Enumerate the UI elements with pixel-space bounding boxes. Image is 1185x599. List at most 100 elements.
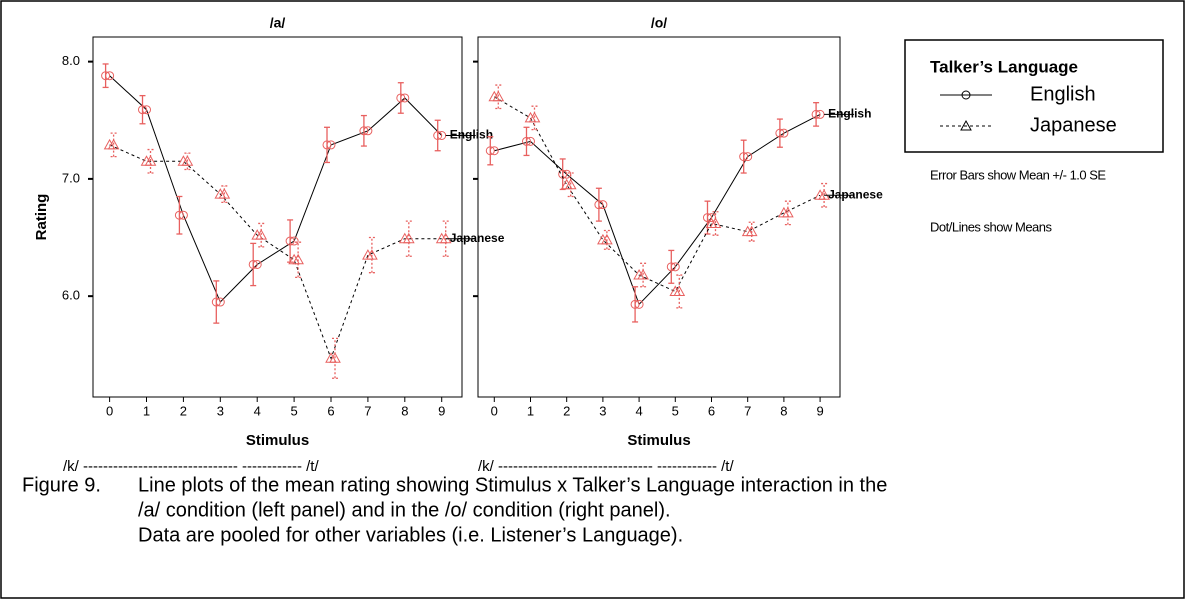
point <box>398 232 411 244</box>
error-bar <box>567 172 574 198</box>
series-end-label: Japanese <box>828 187 883 201</box>
point <box>285 236 295 246</box>
legend-label: Japanese <box>1030 114 1117 136</box>
point <box>778 206 790 218</box>
point <box>289 236 299 246</box>
note: Dot/Lines show Means <box>930 219 1053 234</box>
error-bar <box>147 148 154 174</box>
x-tick-label: 3 <box>217 403 224 418</box>
panel-title: /o/ <box>651 15 667 31</box>
legend-label: English <box>1030 83 1096 105</box>
point <box>359 126 369 136</box>
point <box>322 140 332 150</box>
error-bar <box>110 132 117 158</box>
point <box>489 146 499 156</box>
error-bar <box>784 200 791 226</box>
point <box>485 146 495 156</box>
x-tick-label: 4 <box>254 403 261 418</box>
legend-marker <box>961 90 971 100</box>
x-tick-label: 6 <box>708 403 715 418</box>
series-end-label: Japanese <box>450 231 505 245</box>
y-tick-label: 6.0 <box>62 288 80 303</box>
x-tick-label: 7 <box>744 403 751 418</box>
x-axis-label: Stimulus <box>627 432 690 449</box>
point <box>138 105 148 115</box>
x-tick-label: 7 <box>364 403 371 418</box>
error-bar <box>640 262 647 288</box>
x-tick-label: 1 <box>143 403 150 418</box>
error-bar <box>603 229 610 250</box>
point <box>211 297 221 307</box>
point <box>325 352 337 363</box>
x-tick-label: 3 <box>599 403 606 418</box>
legend-box <box>904 39 1164 153</box>
plot-area <box>92 36 463 398</box>
point <box>142 105 152 115</box>
point <box>105 71 115 81</box>
error-bar <box>712 211 719 236</box>
point <box>524 111 537 123</box>
point <box>103 138 116 150</box>
point <box>814 189 826 200</box>
series-line <box>109 144 442 360</box>
point <box>252 259 262 269</box>
caption-line: Line plots of the mean rating showing St… <box>138 474 887 496</box>
point <box>634 299 644 309</box>
point <box>633 269 645 280</box>
point <box>811 109 821 119</box>
point <box>177 155 190 166</box>
series-end-label: English <box>450 128 493 142</box>
point <box>597 233 609 245</box>
point <box>214 188 227 199</box>
point <box>666 262 676 272</box>
point <box>363 126 373 136</box>
x-tick-label: 8 <box>401 403 408 418</box>
point <box>775 128 785 138</box>
point <box>248 259 258 269</box>
x-tick-label: 4 <box>635 403 642 418</box>
series-line <box>494 96 821 293</box>
point <box>779 128 789 138</box>
point <box>178 210 188 220</box>
series-line <box>494 113 821 306</box>
x-tick-label: 5 <box>290 403 297 418</box>
legend-title: Talker’s Language <box>930 57 1078 76</box>
point <box>739 152 749 162</box>
legend-marker <box>960 119 972 131</box>
point <box>560 178 573 190</box>
point <box>174 210 184 220</box>
point <box>521 136 531 146</box>
series-line <box>109 75 443 303</box>
x-tick-label: 0 <box>491 403 498 418</box>
point <box>525 136 535 146</box>
point <box>669 285 682 296</box>
x-tick-label: 9 <box>816 403 823 418</box>
error-bar <box>258 222 265 248</box>
error-bar <box>676 274 683 309</box>
plot-area <box>477 36 841 398</box>
continuum-label: /k/ ------------------------------- ----… <box>63 458 319 475</box>
x-tick-label: 8 <box>780 403 787 418</box>
error-bar <box>748 221 755 242</box>
x-tick-label: 6 <box>327 403 334 418</box>
point <box>743 152 753 162</box>
point <box>140 155 153 166</box>
y-tick-label: 7.0 <box>62 170 80 185</box>
x-tick-label: 9 <box>438 403 445 418</box>
point <box>400 93 410 103</box>
y-tick-label: 8.0 <box>62 53 80 68</box>
point <box>215 297 225 307</box>
point <box>670 262 680 272</box>
x-tick-label: 0 <box>106 403 113 418</box>
point <box>362 249 374 260</box>
point <box>705 217 718 228</box>
point <box>598 200 608 210</box>
x-tick-label: 2 <box>563 403 570 418</box>
error-bar <box>821 182 828 208</box>
caption-line: /a/ condition (left panel) and in the /o… <box>138 499 671 521</box>
point <box>630 299 640 309</box>
point <box>433 131 443 141</box>
point <box>326 140 336 150</box>
